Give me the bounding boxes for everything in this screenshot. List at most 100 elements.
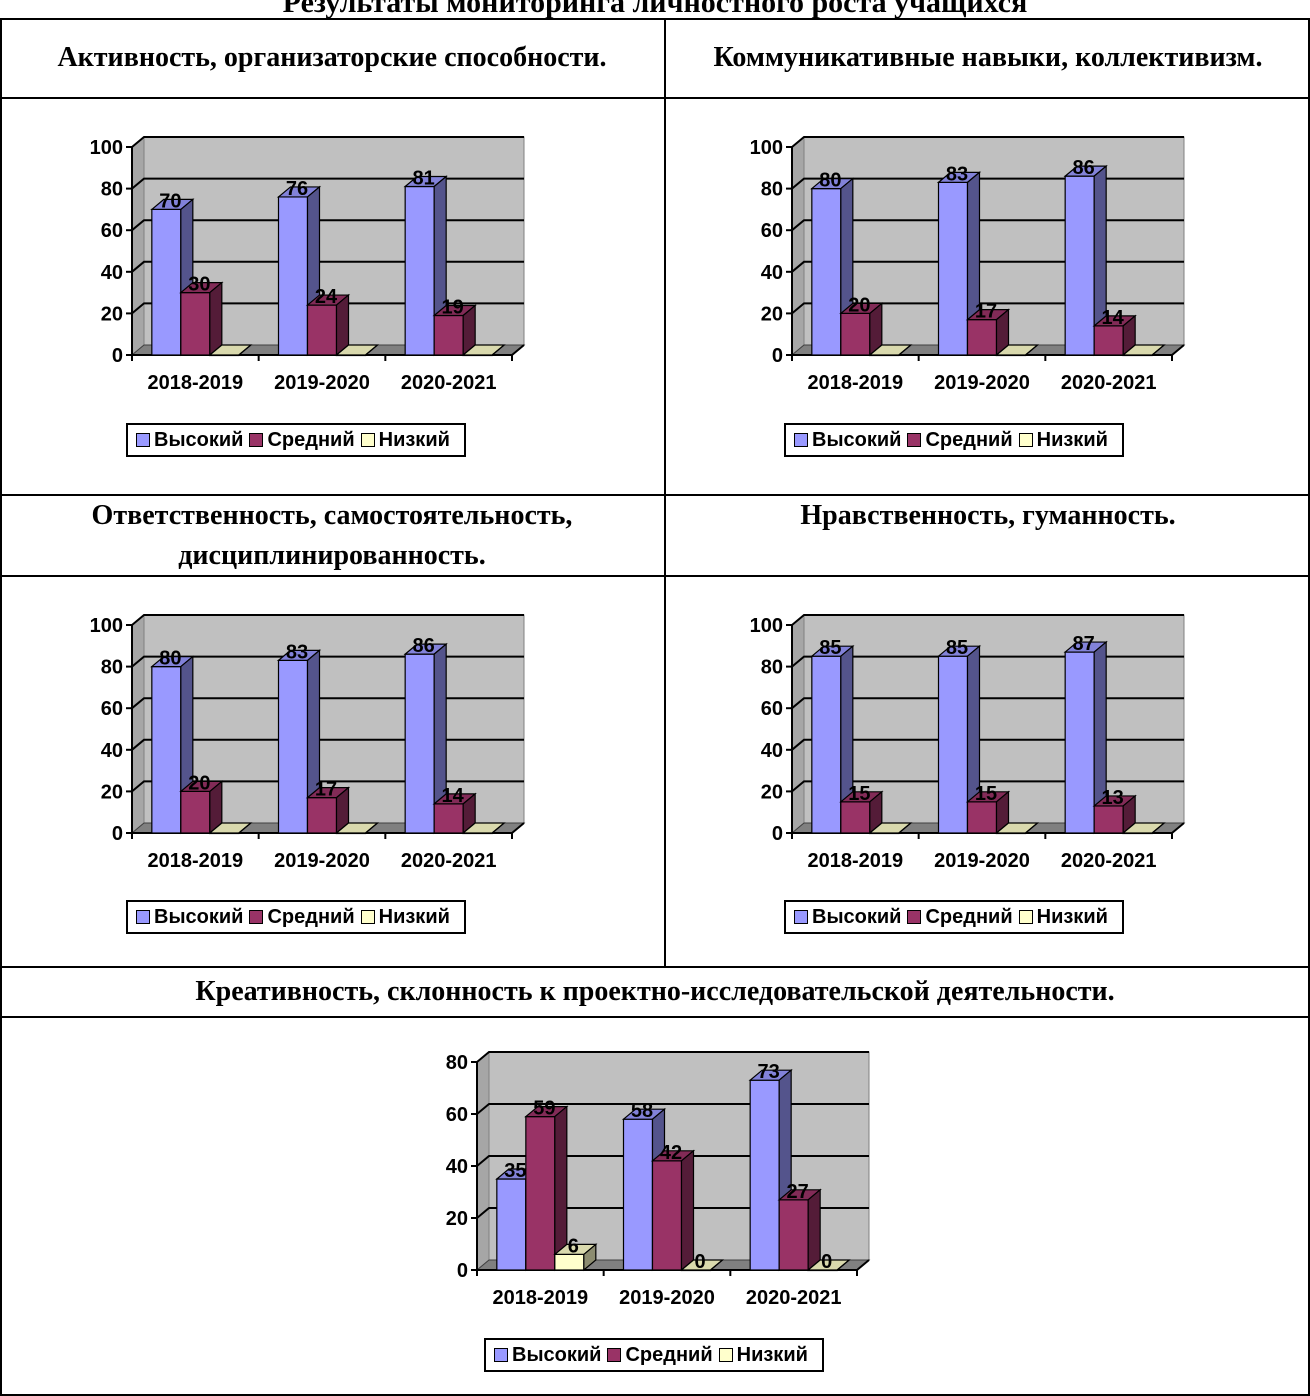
bar-front [180,790,211,834]
bar-side [1151,822,1165,834]
legend-label: Средний [925,905,1013,928]
bar-front [277,196,309,356]
data-label: 6 [568,1235,579,1257]
legend-item-mid: Средний [249,906,355,929]
legend-swatch [1018,433,1033,447]
x-tick-label: 2020-2021 [1061,850,1157,872]
gridline [791,738,1184,751]
bar [1063,640,1108,835]
bar-front [404,185,435,356]
legend-item-high: Высокий [794,429,901,452]
x-tick-label: 2019-2020 [934,850,1030,872]
y-tick-label: 100 [90,615,123,637]
bar-side [680,1149,695,1272]
x-tick-label: 2019-2020 [934,372,1030,394]
x-tick-label: 2018-2019 [808,372,904,394]
bar-side [365,344,378,356]
bar [777,1188,822,1272]
row-divider [0,966,1310,968]
data-label: 58 [631,1100,653,1122]
bar [432,792,477,835]
data-label: 17 [315,779,337,801]
y-tick-label: 60 [761,220,783,242]
cell-header-creativity: Креативность, склонность к проектно-иссл… [0,968,1310,1016]
legend-swatch [494,1348,508,1362]
data-label: 83 [946,163,968,185]
bar-front [180,292,211,356]
x-tick-label: 2019-2020 [619,1287,715,1309]
bar [179,281,224,357]
gridline [131,614,524,626]
legend-swatch [907,910,922,924]
gridline [131,697,524,709]
legend-swatch [249,910,264,924]
bar [936,171,982,357]
bar [1121,344,1166,357]
gridline [476,1051,869,1063]
legend-label: Высокий [812,905,902,928]
y-tick-label: 0 [772,823,783,845]
gridline [791,302,1184,315]
cell-header-morality: Нравственность, гуманность. [666,496,1310,575]
chart-legend: Высокий Средний Низкий [126,900,466,934]
bar [524,1105,569,1272]
bar [868,344,913,357]
bar [334,344,380,357]
bar [150,655,195,835]
chart-legend: Высокий Средний Низкий [784,900,1124,934]
bar [936,644,982,835]
chart-title: Активность, организаторские способности. [57,41,607,73]
data-label: 20 [848,294,870,316]
data-label: 85 [946,637,968,659]
y-tick-label: 100 [750,137,783,159]
bar [839,790,884,835]
chart-morality: 0 20 40 60 80 100 2018-2019 85 15 2019-2020 85 15 20… [750,613,1186,872]
x-tick-label: 2019-2020 [274,372,370,394]
gridline [131,260,524,273]
data-label: 15 [975,783,997,805]
bar [1063,164,1108,357]
bar-side [1025,822,1038,834]
legend-item-high: Высокий [136,429,243,452]
bar [1121,822,1166,835]
legend-swatch [136,433,150,447]
data-label: 14 [1102,307,1125,329]
bar [650,1149,696,1272]
legend-swatch [360,910,375,924]
data-label: 80 [159,648,181,670]
legend-item-low: Низкий [718,1343,808,1367]
bar [994,822,1040,835]
gridline [131,177,524,190]
legend-item-low: Низкий [360,906,450,929]
y-tick-label: 20 [101,303,123,325]
data-label: 15 [848,783,870,805]
bar-side [238,344,252,356]
row-divider [0,97,1310,99]
legend-item-mid: Средний [607,1344,713,1367]
y-tick-label: 60 [761,698,783,720]
row-divider [0,494,1310,496]
legend-item-mid: Средний [249,429,355,452]
bar [868,822,913,835]
bar-side [836,1259,850,1271]
legend-swatch [794,433,808,447]
legend-swatch [607,1348,622,1362]
bar-side [365,822,378,834]
gridline [131,780,524,793]
chart-legend: Высокий Средний Низкий [784,423,1124,457]
bar [461,822,506,835]
gridline [131,738,524,751]
chart-legend: Высокий Средний Низкий [126,423,466,457]
plot-side-wall [131,135,145,357]
chart-creativity: 0 20 40 60 80 2018-2019 35 59 6 2019-2020 58 42 0 202… [446,1050,871,1309]
legend-swatch [1018,910,1033,924]
results-table [0,18,1310,1396]
gridline [791,219,1184,231]
x-tick-label: 2018-2019 [148,372,244,394]
legend-item-mid: Средний [907,905,1013,929]
legend-label: Низкий [736,1343,808,1366]
data-label: 73 [758,1061,780,1083]
data-label: 14 [442,785,465,807]
bar [679,1259,725,1272]
legend-label: Высокий [154,905,244,928]
